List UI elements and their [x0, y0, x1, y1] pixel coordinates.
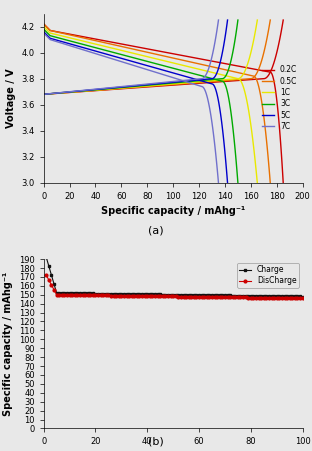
DisCharge [280, 295, 284, 301]
X-axis label: Specific capacity / mAhg⁻¹: Specific capacity / mAhg⁻¹ [101, 207, 245, 216]
Charge [288, 294, 291, 299]
Y-axis label: Voltage / V: Voltage / V [6, 69, 16, 128]
Charge [301, 294, 305, 299]
Charge [197, 292, 201, 298]
Charge [104, 291, 108, 296]
DisCharge [94, 293, 97, 298]
DisCharge [301, 295, 305, 301]
Legend: Charge, DisCharge: Charge, DisCharge [237, 263, 299, 288]
Charge [94, 291, 97, 296]
DisCharge [288, 295, 291, 301]
Y-axis label: Specific capacity / mAhg⁻¹: Specific capacity / mAhg⁻¹ [3, 272, 13, 416]
Text: (b): (b) [148, 437, 164, 446]
Charge [280, 294, 284, 299]
Line: DisCharge: DisCharge [45, 274, 304, 300]
Charge [177, 292, 180, 298]
DisCharge [177, 294, 180, 299]
Line: Charge: Charge [45, 256, 304, 298]
Text: (a): (a) [148, 226, 164, 235]
DisCharge [104, 293, 108, 298]
Legend: 0.2C, 0.5C, 1C, 3C, 5C, 7C: 0.2C, 0.5C, 1C, 3C, 5C, 7C [261, 64, 299, 133]
DisCharge [197, 294, 201, 299]
DisCharge [44, 272, 48, 278]
Charge [44, 255, 48, 260]
